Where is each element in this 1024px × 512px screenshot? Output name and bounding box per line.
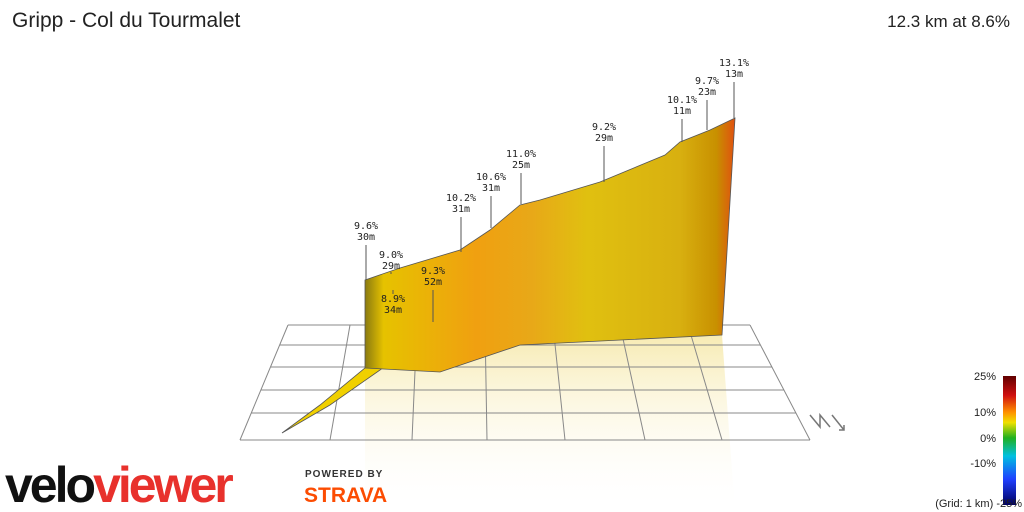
annotation-grade: 10.6%	[476, 172, 506, 183]
strava-logo: STRAVA	[304, 484, 387, 507]
annotation-grade: 9.0%	[379, 250, 403, 261]
annotation-length: 29m	[595, 133, 613, 144]
grid-line	[239, 324, 289, 441]
north-arrow	[809, 412, 845, 431]
annotation-length: 31m	[452, 204, 470, 215]
annotation-length: 25m	[512, 160, 530, 171]
annotation-grade: 10.2%	[446, 193, 476, 204]
annotation-grade: 8.9%	[381, 294, 405, 305]
annotation-length: 23m	[698, 87, 716, 98]
grid-line	[329, 324, 351, 441]
annotation-grade: 9.3%	[421, 266, 445, 277]
legend-label: 0%	[980, 433, 996, 445]
summary: 12.3 km at 8.6%	[887, 12, 1010, 31]
annotation-grade: 13.1%	[719, 58, 749, 69]
annotation-grade: 9.2%	[592, 122, 616, 133]
annotation-length: 29m	[382, 261, 400, 272]
brand-viewer: viewer	[93, 457, 233, 512]
annotation-length: 52m	[424, 277, 442, 288]
legend-label: -10%	[970, 458, 996, 470]
legend-footer: (Grid: 1 km) -25%	[935, 498, 1022, 510]
annotation-grade: 10.1%	[667, 95, 697, 106]
annotation-length: 11m	[673, 106, 691, 117]
grid-line	[687, 324, 723, 441]
grid-line	[552, 324, 566, 441]
brand-logo: veloviewer	[5, 457, 233, 512]
color-scale	[1003, 376, 1016, 505]
reflection	[365, 335, 735, 512]
annotation-length: 13m	[725, 69, 743, 80]
powered-by: POWERED BY	[305, 469, 383, 480]
grid-line	[619, 324, 646, 441]
title: Gripp - Col du Tourmalet	[12, 9, 241, 32]
legend-label: 10%	[974, 407, 996, 419]
grid-line	[749, 324, 811, 441]
annotation-length: 34m	[384, 305, 402, 316]
annotation-grade: 9.7%	[695, 76, 719, 87]
annotation-length: 31m	[482, 183, 500, 194]
legend-label: 25%	[974, 371, 996, 383]
annotation-grade: 11.0%	[506, 149, 536, 160]
brand-velo: velo	[5, 457, 95, 512]
elevation-wall	[364, 117, 736, 373]
annotation-length: 30m	[357, 232, 375, 243]
annotation-grade: 9.6%	[354, 221, 378, 232]
